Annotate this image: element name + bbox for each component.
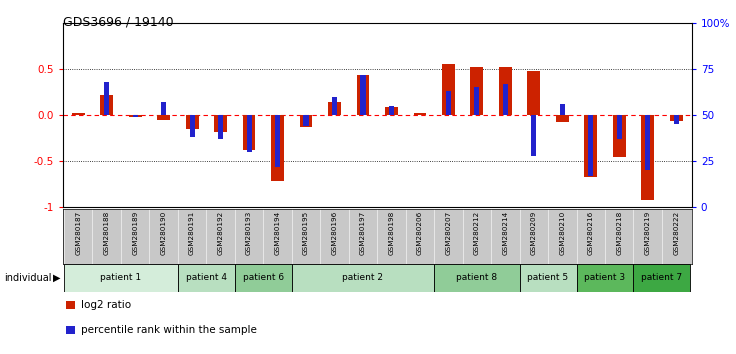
Bar [617,115,622,139]
Text: percentile rank within the sample: percentile rank within the sample [81,325,257,335]
Text: GSM280219: GSM280219 [645,211,651,255]
Bar [531,115,537,155]
Text: GSM280209: GSM280209 [531,211,537,255]
Text: GSM280212: GSM280212 [474,211,480,255]
Bar [185,115,199,129]
Bar [385,107,398,115]
Text: GSM280222: GSM280222 [673,211,679,255]
Text: individual: individual [4,273,52,283]
Text: GSM280187: GSM280187 [75,211,81,255]
Text: GSM280216: GSM280216 [588,211,594,255]
Bar [132,115,138,117]
Text: GSM280207: GSM280207 [445,211,451,255]
Bar [520,264,576,292]
Bar [100,95,113,115]
Text: patient 2: patient 2 [342,273,383,282]
Text: GSM280206: GSM280206 [417,211,423,255]
Text: GSM280192: GSM280192 [218,211,224,255]
Bar [275,115,280,167]
Bar [442,64,455,115]
Text: patient 3: patient 3 [584,273,626,282]
Bar [528,71,540,115]
Bar [218,115,223,139]
Bar [332,97,337,115]
Text: patient 5: patient 5 [528,273,569,282]
Bar [356,75,369,115]
Bar [190,115,195,137]
Text: GSM280214: GSM280214 [503,211,509,255]
Bar [303,115,308,126]
Text: patient 8: patient 8 [456,273,498,282]
Bar [361,75,366,115]
Bar [634,264,690,292]
Text: GSM280190: GSM280190 [160,211,166,255]
Bar [389,106,394,115]
Bar [214,115,227,132]
Bar [158,115,170,120]
Bar [588,115,593,176]
Bar [243,115,255,150]
Text: GSM280196: GSM280196 [331,211,338,255]
Text: GSM280195: GSM280195 [303,211,309,255]
Bar [235,264,291,292]
Text: patient 4: patient 4 [186,273,227,282]
Bar [576,264,634,292]
Bar [641,115,654,200]
Bar [328,102,341,115]
Text: patient 6: patient 6 [243,273,284,282]
Text: GSM280210: GSM280210 [559,211,565,255]
Bar [161,102,166,115]
Text: patient 1: patient 1 [100,273,141,282]
Text: GSM280191: GSM280191 [189,211,195,255]
Bar [584,115,597,177]
Bar [670,115,682,121]
Text: GSM280189: GSM280189 [132,211,138,255]
Bar [503,84,508,115]
Bar [104,82,109,115]
Bar [291,264,434,292]
Text: GSM280218: GSM280218 [616,211,622,255]
Bar [673,115,679,124]
Bar [72,113,85,115]
Text: patient 7: patient 7 [641,273,682,282]
Bar [559,104,565,115]
Bar [556,115,569,122]
Bar [271,115,284,181]
Bar [613,115,626,158]
Bar [64,264,178,292]
Bar [645,115,651,170]
Text: log2 ratio: log2 ratio [81,300,131,310]
Bar [474,87,479,115]
Bar [178,264,235,292]
Text: ▶: ▶ [53,273,60,283]
Text: GSM280194: GSM280194 [275,211,280,255]
Bar [300,115,312,127]
Text: GSM280193: GSM280193 [246,211,252,255]
Text: GSM280198: GSM280198 [389,211,394,255]
Bar [499,67,512,115]
Text: GSM280197: GSM280197 [360,211,366,255]
Text: GSM280188: GSM280188 [104,211,110,255]
Bar [434,264,520,292]
Bar [247,115,252,152]
Bar [129,115,141,117]
Bar [414,113,426,115]
Bar [470,67,484,115]
Bar [446,91,451,115]
Text: GDS3696 / 19140: GDS3696 / 19140 [63,16,173,29]
